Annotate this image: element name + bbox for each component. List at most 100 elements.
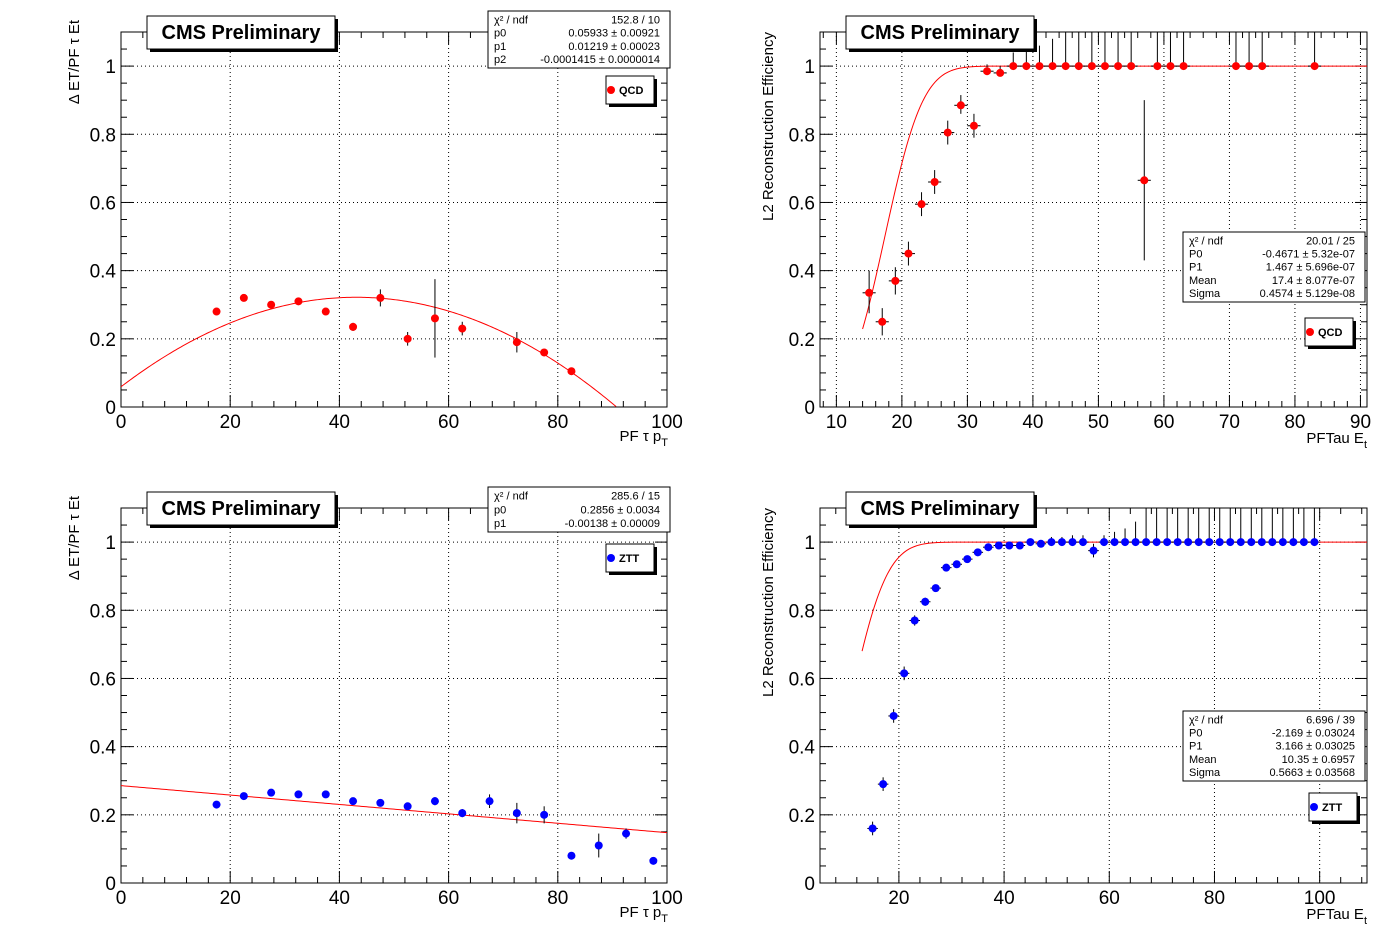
data-marker [376,798,385,807]
data-marker [540,348,549,357]
cms-banner-text: CMS Preliminary [861,498,1021,520]
data-point [430,279,439,358]
data-point [1124,32,1138,71]
data-marker [963,555,972,564]
y-tick-label: 1 [804,57,815,78]
data-marker [900,669,909,678]
stats-key: Mean [1189,275,1217,287]
data-point [1130,521,1141,547]
data-point [1137,100,1151,261]
data-point [1161,508,1173,547]
y-tick-label: 0.8 [90,601,116,622]
stats-box [1182,710,1366,782]
data-marker [321,307,330,316]
data-point [940,563,952,572]
cms-banner-text: CMS Preliminary [162,22,322,44]
data-marker [1057,538,1066,547]
stats-value: 6.696 / 39 [1306,714,1355,726]
y-tick-label: 0.2 [789,806,815,827]
data-marker [868,824,877,833]
stats-key: p1 [494,41,506,53]
data-point [1182,508,1194,547]
data-marker [349,322,358,331]
stats-value: 0.4574 ± 5.129e-08 [1260,288,1355,300]
stats-key: p0 [494,28,506,40]
data-point [962,555,973,564]
data-marker [910,616,919,625]
data-marker [973,548,982,557]
data-marker [403,334,412,343]
data-point [1072,32,1086,71]
data-point [1224,508,1236,547]
data-marker [1194,538,1203,547]
legend-label: QCD [1318,327,1343,339]
y-tick-label: 0.6 [90,669,116,690]
stats-key: P1 [1189,262,1202,274]
stats-key: P0 [1189,727,1202,739]
legend-label: ZTT [619,553,639,565]
data-point [928,170,942,194]
stats-key: Sigma [1189,288,1221,300]
y-tick-label: 0.4 [789,262,816,283]
data-marker [1035,62,1044,71]
data-marker [891,276,900,285]
legend-box [605,543,655,573]
banner-box [845,491,1035,526]
data-point [1109,531,1120,547]
data-marker [1231,62,1240,71]
data-point [540,348,549,357]
y-tick-label: 0 [105,874,116,895]
x-tick-label: 40 [1022,412,1043,433]
data-point [877,777,889,791]
x-axis-label: PF τ pT [619,904,668,925]
data-point [458,321,467,336]
data-marker [485,797,494,806]
banner-box [146,15,336,50]
data-point [376,289,385,307]
data-point [967,113,981,138]
data-point [1046,38,1060,71]
data-marker [879,780,888,789]
data-marker [1205,538,1214,547]
data-point [888,709,899,723]
y-tick-label: 0.4 [90,738,117,759]
data-point [1267,508,1278,547]
data-marker [942,563,951,572]
data-point [1032,45,1047,71]
y-tick-label: 1 [105,57,116,78]
x-tick-label: 30 [957,412,978,433]
legend-label: QCD [619,85,644,97]
stats-value: 0.05933 ± 0.00921 [568,28,660,40]
data-point [1193,508,1204,547]
data-point [1298,508,1310,547]
data-point [972,548,984,557]
data-marker [622,829,631,838]
x-axis-label: PFTau Et [1306,430,1367,451]
stats-key: χ² / ndf [494,491,529,503]
data-point [403,802,412,811]
y-axis-label: L2 Reconstruction Efficiency [760,508,777,697]
data-marker [917,200,926,209]
legend-marker [1310,803,1318,811]
data-point [1242,32,1256,71]
data-marker [983,67,992,76]
data-marker [1068,538,1077,547]
data-point [914,192,929,217]
data-marker [956,101,965,110]
data-marker [930,178,939,186]
data-marker [1100,62,1109,71]
data-marker [376,293,385,302]
data-point [901,241,915,266]
data-point [930,584,941,593]
data-point [376,798,385,807]
data-marker [1278,538,1287,547]
data-point [1150,32,1164,71]
stats-key: χ² / ndf [1189,235,1224,247]
y-tick-label: 0 [804,874,815,895]
y-tick-label: 0.2 [90,330,116,351]
x-tick-label: 50 [1088,412,1109,433]
data-marker [1036,539,1045,548]
data-point [321,307,330,316]
